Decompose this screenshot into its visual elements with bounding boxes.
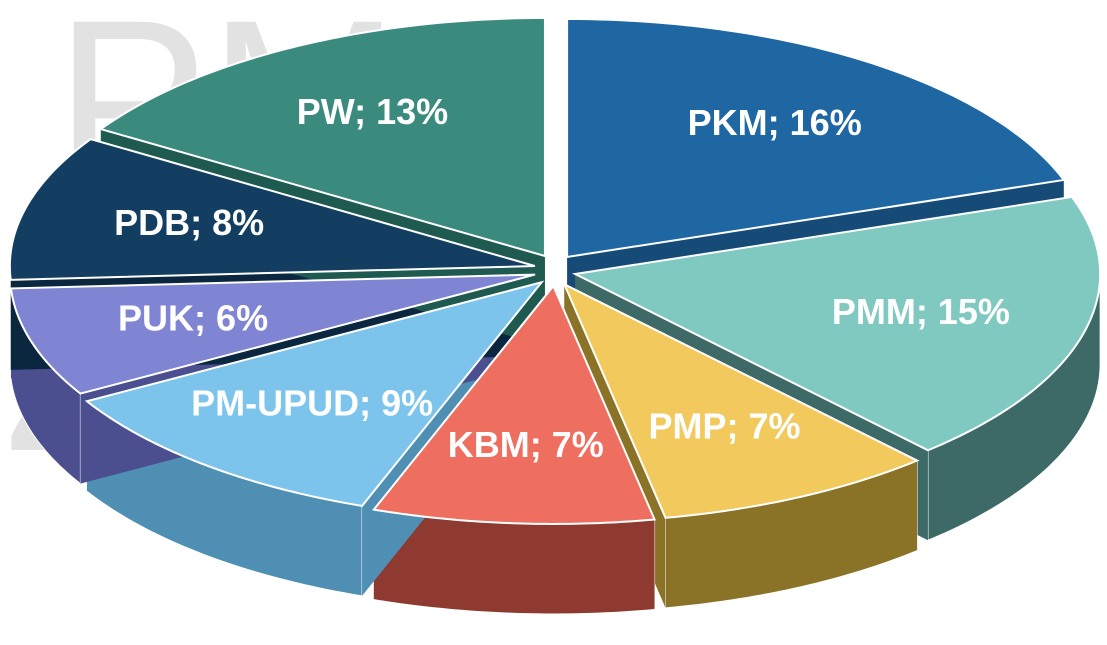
- data-label: PM-UPUD; 9%: [191, 383, 433, 424]
- data-label: PDB; 8%: [114, 202, 264, 243]
- slice: [8, 138, 536, 281]
- data-label: PUK; 6%: [118, 298, 268, 339]
- slice-tops: [8, 16, 1102, 525]
- slice: [98, 16, 546, 258]
- data-label: PMM; 15%: [832, 291, 1010, 332]
- slice: [571, 195, 1102, 452]
- data-label: PW; 13%: [297, 91, 448, 132]
- data-label: PMP; 7%: [649, 405, 801, 446]
- data-label: PKM; 16%: [688, 102, 862, 143]
- data-label: KBM; 7%: [448, 424, 604, 465]
- slice: [562, 282, 920, 519]
- slice: [371, 284, 657, 525]
- slice-side: [9, 266, 12, 370]
- slice: [566, 17, 1066, 259]
- slice: [9, 273, 536, 395]
- slice: [84, 280, 545, 507]
